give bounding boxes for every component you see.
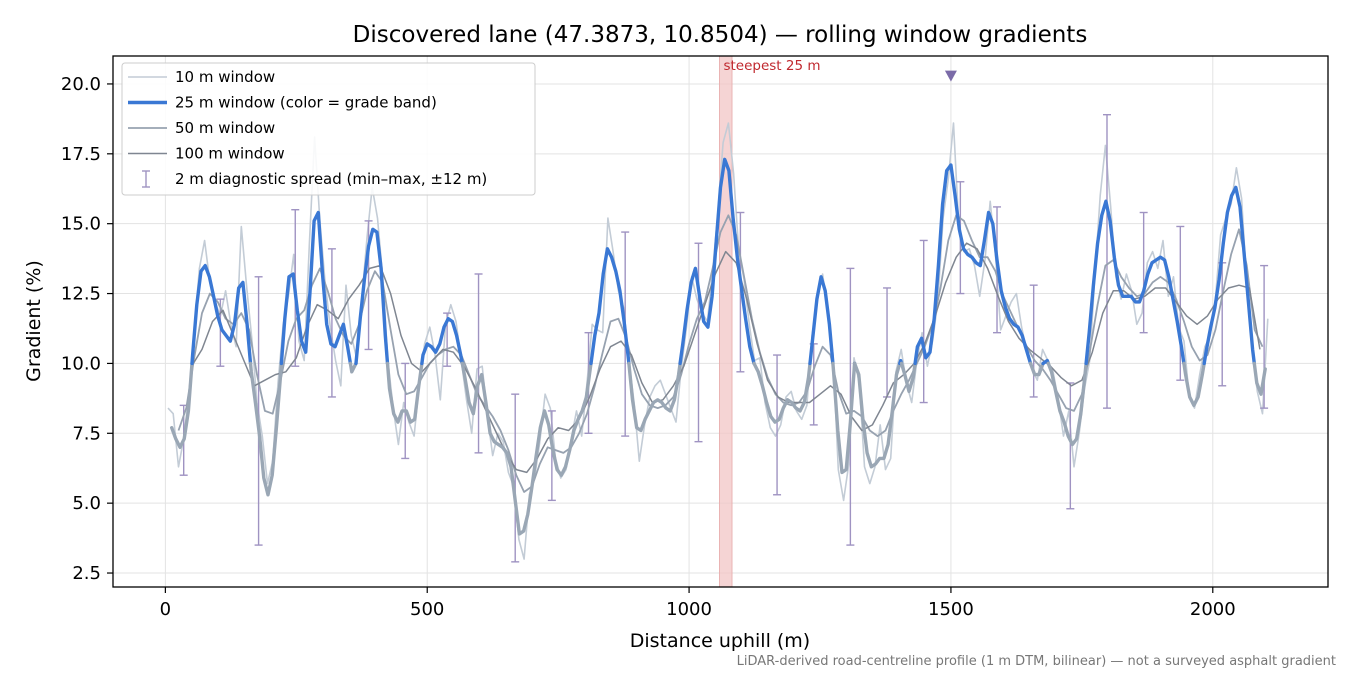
series-25m-mild-segment bbox=[348, 361, 358, 374]
legend-label: 2 m diagnostic spread (min–max, ±12 m) bbox=[175, 170, 487, 188]
x-tick-label: 0 bbox=[160, 599, 171, 620]
series-25m-mild-segment bbox=[752, 361, 812, 424]
series-100m-line bbox=[190, 242, 1261, 474]
peak-marker-icon bbox=[944, 70, 957, 82]
error-bar bbox=[773, 354, 782, 496]
footnote: LiDAR-derived road-centreline profile (1… bbox=[737, 654, 1336, 669]
series-25m-steep-segment bbox=[1202, 185, 1256, 366]
error-bar bbox=[1029, 284, 1038, 398]
series-25m-mild-segment bbox=[248, 361, 284, 497]
series-25m-steep-segment bbox=[354, 227, 390, 366]
series-25m-steep-segment bbox=[589, 247, 631, 366]
series-25m-mild-segment bbox=[1046, 361, 1088, 447]
series-25m-steep-segment bbox=[808, 275, 835, 366]
x-tick-label: 500 bbox=[410, 599, 444, 620]
series-25m-mild-segment bbox=[460, 361, 593, 536]
x-tick-label: 1500 bbox=[928, 599, 974, 620]
legend-item-50m: 50 m window bbox=[128, 119, 275, 137]
error-bar bbox=[1139, 211, 1148, 334]
error-bar bbox=[1176, 225, 1185, 381]
y-tick-label: 5.0 bbox=[72, 493, 101, 514]
y-tick-label: 12.5 bbox=[61, 284, 101, 305]
error-bar bbox=[694, 242, 703, 443]
series-25m-mild-segment bbox=[852, 361, 902, 469]
series-25m-mild-segment bbox=[1182, 361, 1206, 407]
error-bar bbox=[254, 276, 263, 546]
error-bar bbox=[216, 298, 225, 367]
series-25m-steep-segment bbox=[190, 263, 253, 366]
error-bar bbox=[1102, 113, 1111, 409]
y-tick-label: 15.0 bbox=[61, 214, 101, 235]
error-bar bbox=[919, 239, 928, 404]
series-25m-mild-segment bbox=[899, 361, 917, 394]
x-tick-label: 2000 bbox=[1190, 599, 1236, 620]
series-25m-line bbox=[170, 157, 1267, 536]
series-25m-steep-segment bbox=[279, 210, 353, 366]
series-25m-mild-segment bbox=[170, 361, 194, 449]
y-tick-label: 2.5 bbox=[72, 563, 101, 584]
legend-box bbox=[121, 62, 536, 196]
series-25m-mild-segment bbox=[831, 361, 857, 475]
series-25m-steep-segment bbox=[420, 317, 464, 366]
legend-item-100m: 100 m window bbox=[128, 145, 285, 163]
legend: 10 m window 25 m window (color = grade ba… bbox=[121, 62, 536, 196]
series-25m-steep-segment bbox=[678, 157, 756, 366]
error-bar bbox=[547, 410, 556, 502]
x-tick-label: 1000 bbox=[666, 599, 712, 620]
steepest-segment-label: steepest 25 m bbox=[723, 58, 820, 74]
legend-label: 10 m window bbox=[175, 68, 275, 86]
legend-label: 100 m window bbox=[175, 145, 285, 163]
series-25m-steep-segment bbox=[913, 163, 1033, 366]
series-25m-mild-segment bbox=[385, 361, 424, 424]
series-25m-mild-segment bbox=[627, 361, 682, 433]
plot-area: steepest 25 m 0 500 1000 1500 2000 2.5 5.0 7.5 10… bbox=[61, 55, 1329, 620]
series-25m-mild-segment bbox=[1028, 361, 1045, 377]
y-axis-label: Gradient (%) bbox=[23, 260, 45, 382]
y-tick-label: 7.5 bbox=[72, 423, 101, 444]
x-axis-label: Distance uphill (m) bbox=[630, 630, 810, 652]
chart-title: Discovered lane (47.3873, 10.8504) — rol… bbox=[353, 22, 1088, 48]
y-tick-label: 20.0 bbox=[61, 74, 101, 95]
error-bar bbox=[474, 273, 483, 454]
legend-item-error-bars: 2 m diagnostic spread (min–max, ±12 m) bbox=[142, 170, 487, 188]
axes-frame bbox=[112, 55, 1329, 588]
series-25m-mild-segment bbox=[1252, 361, 1267, 396]
series-25m-steep-segment bbox=[1084, 199, 1186, 366]
error-bar bbox=[327, 248, 336, 398]
legend-item-10m: 10 m window bbox=[128, 68, 275, 86]
error-bar bbox=[511, 393, 520, 563]
legend-item-25m: 25 m window (color = grade band) bbox=[128, 94, 437, 112]
legend-label: 50 m window bbox=[175, 119, 275, 137]
y-tick-label: 10.0 bbox=[61, 353, 101, 374]
y-tick-label: 17.5 bbox=[61, 144, 101, 165]
legend-label: 25 m window (color = grade band) bbox=[175, 94, 437, 112]
